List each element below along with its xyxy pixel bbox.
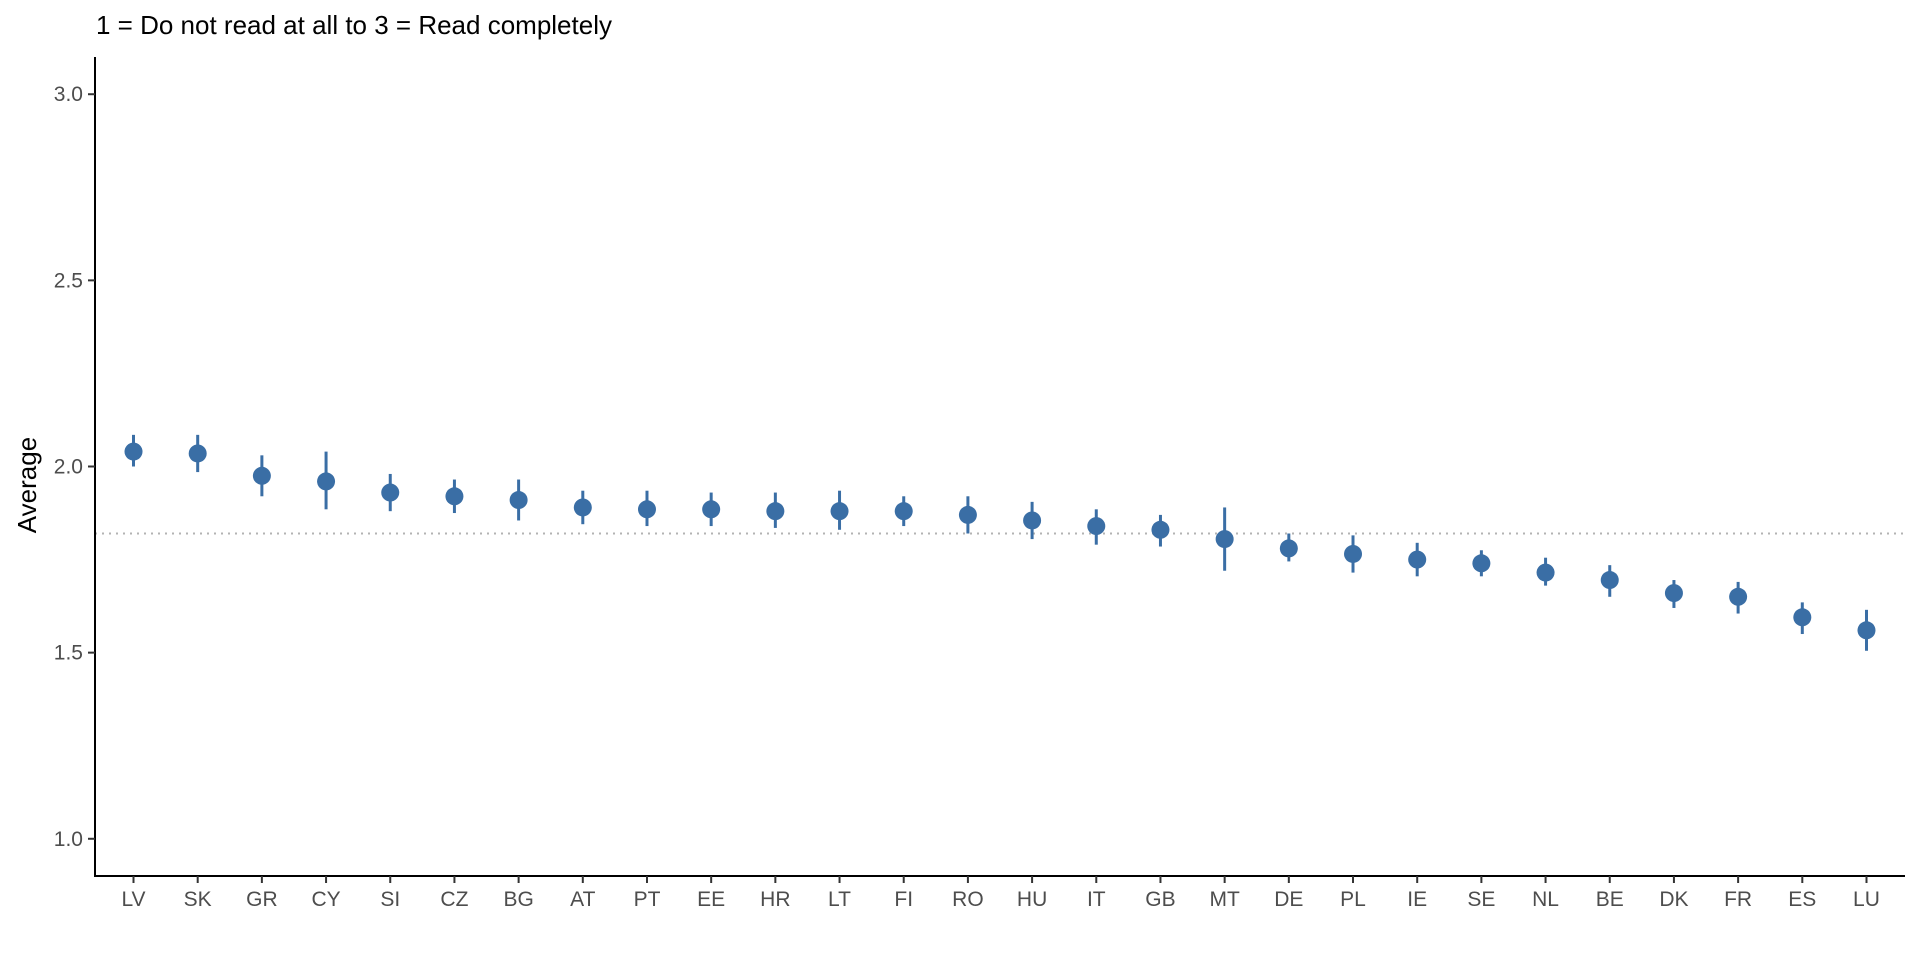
x-tick-label: CZ xyxy=(440,888,468,911)
x-tick-label: HR xyxy=(760,888,790,911)
y-axis-title: Average xyxy=(12,437,42,533)
x-tick-label: MT xyxy=(1209,888,1239,911)
x-tick-label: EE xyxy=(697,888,725,911)
x-tick-label: SI xyxy=(380,888,400,911)
data-point xyxy=(445,487,464,506)
x-tick-label: PL xyxy=(1340,888,1366,911)
x-tick-label: PT xyxy=(634,888,661,911)
y-tick-label: 2.5 xyxy=(54,269,83,292)
x-tick-label: FI xyxy=(894,888,913,911)
x-tick-label: FR xyxy=(1724,888,1752,911)
data-point xyxy=(1087,517,1106,536)
plot-area: 1.0 1.5 2.0 2.5 3.0 LV SK GR CY SI CZ BG AT PT EE HR LT F… xyxy=(54,57,1905,911)
data-point xyxy=(1729,587,1748,606)
data-point xyxy=(1536,563,1555,582)
data-point xyxy=(381,483,400,502)
chart-subtitle: 1 = Do not read at all to 3 = Read compl… xyxy=(96,10,612,40)
data-point xyxy=(1023,511,1042,530)
x-tick-label: BG xyxy=(503,888,533,911)
x-tick-label: IE xyxy=(1407,888,1427,911)
x-tick-label: HU xyxy=(1017,888,1047,911)
data-point xyxy=(637,500,656,519)
x-tick-label: RO xyxy=(952,888,984,911)
data-point xyxy=(830,502,849,521)
x-tick-label: ES xyxy=(1788,888,1816,911)
data-point xyxy=(1472,554,1491,573)
x-tick-label: DK xyxy=(1659,888,1688,911)
data-point xyxy=(1151,520,1170,539)
y-tick-label: 2.0 xyxy=(54,456,83,479)
y-tick-label: 1.5 xyxy=(54,642,83,665)
y-tick-label: 1.0 xyxy=(54,828,83,851)
data-point xyxy=(509,491,528,510)
data-point xyxy=(252,466,271,485)
x-tick-label: LU xyxy=(1853,888,1880,911)
x-tick-label: LT xyxy=(828,888,851,911)
data-point xyxy=(188,444,207,463)
data-point xyxy=(317,472,336,491)
data-point xyxy=(958,505,977,524)
x-tick-label: LV xyxy=(121,888,145,911)
data-point xyxy=(1793,608,1812,627)
x-tick-label: AT xyxy=(570,888,595,911)
x-tick-label: NL xyxy=(1532,888,1559,911)
data-point xyxy=(124,442,143,461)
x-tick-label: CY xyxy=(311,888,340,911)
data-point xyxy=(894,502,913,521)
data-point xyxy=(1857,621,1876,640)
x-tick-label: GR xyxy=(246,888,278,911)
x-tick-label: IT xyxy=(1087,888,1106,911)
data-point xyxy=(1344,544,1363,563)
data-point xyxy=(1600,571,1619,590)
x-tick-label: DE xyxy=(1274,888,1303,911)
x-tick-label: BE xyxy=(1596,888,1624,911)
data-point xyxy=(1408,550,1427,569)
data-point xyxy=(766,502,785,521)
data-point xyxy=(1279,539,1298,558)
y-tick-label: 3.0 xyxy=(54,83,83,106)
data-point xyxy=(573,498,592,517)
data-point xyxy=(1215,530,1234,549)
data-point xyxy=(702,500,721,519)
x-tick-label: SE xyxy=(1467,888,1495,911)
x-tick-label: SK xyxy=(184,888,212,911)
x-tick-label: GB xyxy=(1145,888,1175,911)
data-point xyxy=(1664,584,1683,603)
